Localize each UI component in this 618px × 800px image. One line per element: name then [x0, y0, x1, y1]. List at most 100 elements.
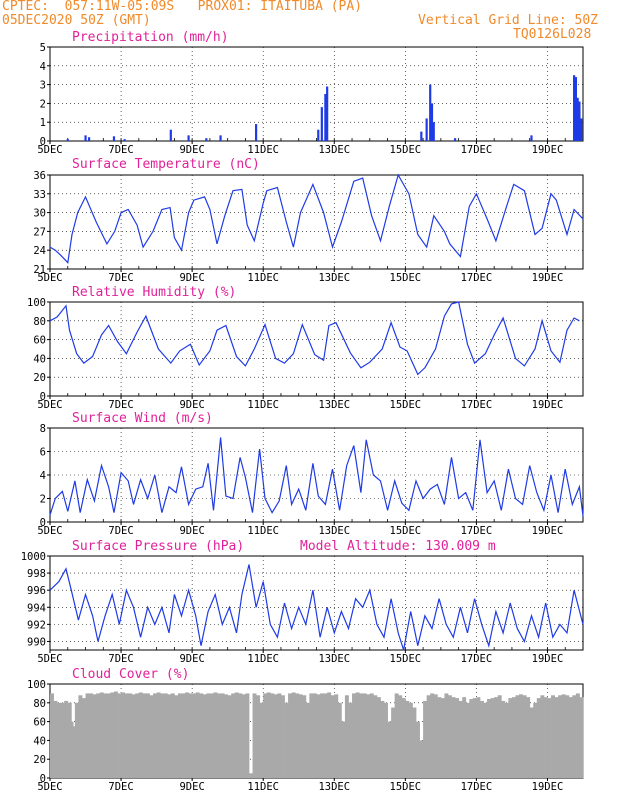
rh-ytick-label: 80 — [33, 316, 46, 328]
cloud-bar — [188, 693, 193, 778]
cloud-bar — [479, 700, 484, 778]
cloud-bar — [359, 693, 364, 778]
cloud-bar — [110, 692, 115, 778]
cloud-xtick-label: 17DEC — [461, 781, 493, 793]
precip-xtick-label: 13DEC — [318, 144, 350, 156]
cloud-bar — [533, 702, 538, 778]
wind-title: Surface Wind (m/s) — [72, 411, 213, 426]
precip-frame — [49, 46, 584, 142]
precip-bar — [432, 122, 435, 141]
precip-xtick-label: 19DEC — [532, 144, 564, 156]
pres-xtick-label: 15DEC — [390, 653, 422, 665]
pres-ytick-label: 998 — [27, 568, 46, 580]
cloud-bar — [220, 693, 225, 778]
precip-bar — [530, 135, 533, 141]
cloud-bar — [501, 700, 506, 778]
cloud-bar — [380, 700, 385, 778]
precip-bar — [254, 124, 258, 141]
cloud-bar — [273, 694, 278, 778]
wind-xtick-label: 15DEC — [390, 525, 422, 537]
wind-ytick-label: 8 — [40, 423, 46, 435]
cloud-bar — [309, 693, 314, 778]
cloud-bar — [270, 693, 275, 778]
cloud-bar — [199, 693, 204, 778]
cloud-xtick-label: 15DEC — [390, 781, 422, 793]
wind-xtick-label: 5DEC — [37, 525, 62, 537]
cloud-bar — [575, 693, 580, 778]
cloud-xtick-label: 11DEC — [247, 781, 279, 793]
precip-bar — [66, 139, 69, 141]
cloud-bar — [85, 693, 90, 778]
cloud-bar — [291, 692, 296, 778]
precip-bar — [574, 77, 577, 141]
cloud-bar — [433, 694, 438, 778]
cloud-bar — [121, 692, 126, 778]
temp-xtick-label: 5DEC — [37, 272, 62, 284]
temp-line — [49, 173, 584, 265]
pres-xtick-label: 9DEC — [179, 653, 204, 665]
pres-xtick-label: 11DEC — [247, 653, 279, 665]
cloud-bar — [465, 702, 470, 778]
cloud-bar — [185, 692, 189, 778]
cloud-bar — [458, 700, 463, 778]
precip-xtick-label: 9DEC — [179, 144, 204, 156]
cloud-bar — [135, 693, 140, 778]
cloud-bar — [227, 695, 232, 778]
cloud-bar — [106, 693, 111, 778]
precip-title: Precipitation (mm/h) — [72, 30, 229, 45]
cloud-xtick-label: 9DEC — [179, 781, 204, 793]
cloud-bar — [391, 707, 396, 778]
cloud-bar — [156, 692, 161, 778]
cloud-bar — [160, 693, 165, 778]
precip-ytick-label: 3 — [40, 80, 46, 92]
pres-title: Surface Pressure (hPa) — [72, 539, 244, 554]
pres-line — [49, 564, 584, 651]
cloud-bar — [504, 702, 509, 778]
cloud-bar — [81, 698, 86, 778]
cloud-bar — [344, 695, 349, 778]
model-name: TQ0126L028 — [513, 27, 592, 42]
init-date: 05DEC2020 50Z (GMT) — [2, 13, 151, 28]
cloud-bar — [483, 702, 488, 778]
cloud-bar — [288, 693, 293, 778]
cloud-bar — [74, 702, 79, 778]
cloud-bar — [153, 693, 157, 778]
cloud-bar — [412, 707, 417, 778]
cloud-bar — [167, 694, 172, 778]
pres-ytick-label: 1000 — [21, 551, 46, 563]
precip-bar — [317, 129, 320, 141]
cloud-bar — [384, 702, 388, 778]
cloud-bar — [543, 697, 548, 778]
temp-title: Surface Temperature (nC) — [72, 157, 260, 172]
cloud-bar — [316, 694, 321, 778]
temp-ytick-label: 21 — [33, 264, 46, 276]
cloud-ytick-label: 0 — [40, 773, 46, 785]
pres-xtick-label: 5DEC — [37, 653, 62, 665]
precip-ytick-label: 2 — [40, 98, 46, 110]
rh-xtick-label: 13DEC — [318, 399, 350, 411]
cloud-bar — [511, 697, 516, 778]
cloud-bar — [50, 693, 54, 778]
cloud-bar — [519, 694, 523, 778]
cloud-bar — [78, 695, 83, 778]
cloud-bar — [224, 694, 229, 778]
temp-xtick-label: 19DEC — [532, 272, 564, 284]
cloud-ytick-label: 40 — [33, 735, 46, 747]
cloud-bar — [444, 693, 449, 778]
cloud-bar — [341, 721, 346, 778]
cloud-bar — [447, 695, 452, 778]
cloud-ytick-label: 100 — [27, 679, 46, 691]
precip-xtick-label: 15DEC — [390, 144, 422, 156]
pres-xtick-label: 17DEC — [461, 653, 493, 665]
rh-xtick-label: 15DEC — [390, 399, 422, 411]
cloud-bar — [558, 695, 563, 778]
wind-line — [49, 437, 584, 517]
cloud-xtick-label: 5DEC — [37, 781, 62, 793]
rh-xtick-label: 17DEC — [461, 399, 493, 411]
wind-xtick-label: 11DEC — [247, 525, 279, 537]
pres-xtick-label: 13DEC — [318, 653, 350, 665]
cloud-ytick-label: 80 — [33, 698, 46, 710]
rh-ytick-label: 20 — [33, 372, 46, 384]
precip-bar — [112, 136, 116, 141]
cloud-bar — [217, 693, 221, 778]
